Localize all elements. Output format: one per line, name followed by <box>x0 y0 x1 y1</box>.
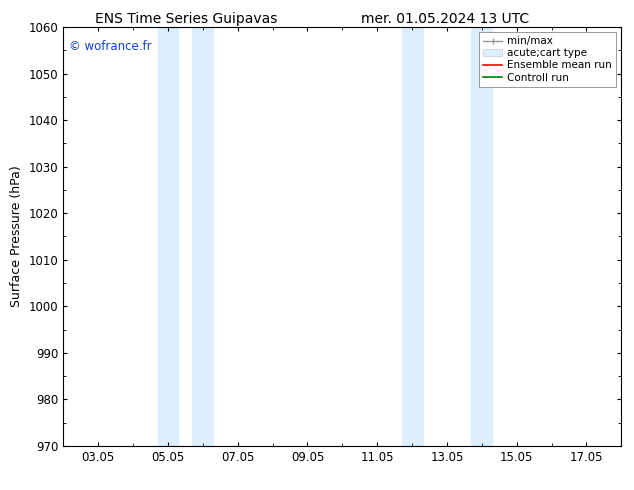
Text: ENS Time Series Guipavas: ENS Time Series Guipavas <box>95 12 278 26</box>
Bar <box>192 27 213 446</box>
Legend: min/max, acute;cart type, Ensemble mean run, Controll run: min/max, acute;cart type, Ensemble mean … <box>479 32 616 87</box>
Y-axis label: Surface Pressure (hPa): Surface Pressure (hPa) <box>10 166 23 307</box>
Text: © wofrance.fr: © wofrance.fr <box>69 40 152 52</box>
Bar <box>471 27 492 446</box>
Text: mer. 01.05.2024 13 UTC: mer. 01.05.2024 13 UTC <box>361 12 529 26</box>
Bar <box>402 27 422 446</box>
Bar <box>157 27 179 446</box>
